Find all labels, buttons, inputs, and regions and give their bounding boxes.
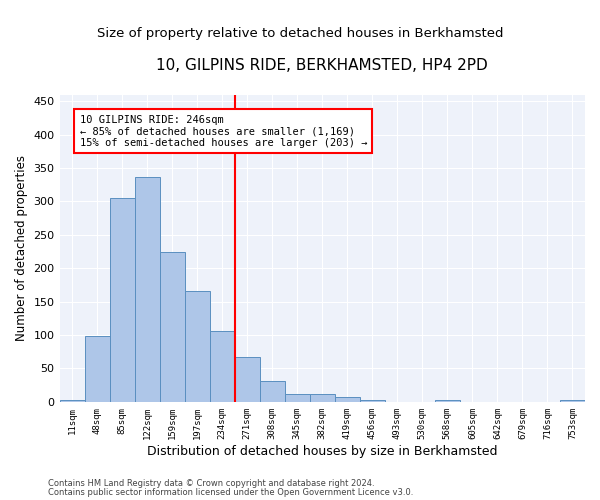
Bar bbox=[310, 394, 335, 402]
Bar bbox=[110, 198, 134, 402]
Text: Size of property relative to detached houses in Berkhamsted: Size of property relative to detached ho… bbox=[97, 28, 503, 40]
X-axis label: Distribution of detached houses by size in Berkhamsted: Distribution of detached houses by size … bbox=[147, 444, 497, 458]
Text: Contains public sector information licensed under the Open Government Licence v3: Contains public sector information licen… bbox=[48, 488, 413, 497]
Bar bbox=[235, 357, 260, 402]
Title: 10, GILPINS RIDE, BERKHAMSTED, HP4 2PD: 10, GILPINS RIDE, BERKHAMSTED, HP4 2PD bbox=[157, 58, 488, 72]
Bar bbox=[59, 400, 85, 402]
Bar bbox=[185, 291, 209, 402]
Bar bbox=[160, 252, 185, 402]
Bar bbox=[285, 394, 310, 402]
Bar bbox=[560, 400, 585, 402]
Bar bbox=[260, 381, 285, 402]
Text: Contains HM Land Registry data © Crown copyright and database right 2024.: Contains HM Land Registry data © Crown c… bbox=[48, 479, 374, 488]
Bar bbox=[85, 336, 110, 402]
Bar bbox=[134, 176, 160, 402]
Y-axis label: Number of detached properties: Number of detached properties bbox=[15, 155, 28, 341]
Bar bbox=[360, 400, 385, 402]
Bar bbox=[335, 397, 360, 402]
Bar bbox=[209, 331, 235, 402]
Bar bbox=[435, 400, 460, 402]
Text: 10 GILPINS RIDE: 246sqm
← 85% of detached houses are smaller (1,169)
15% of semi: 10 GILPINS RIDE: 246sqm ← 85% of detache… bbox=[80, 114, 367, 148]
